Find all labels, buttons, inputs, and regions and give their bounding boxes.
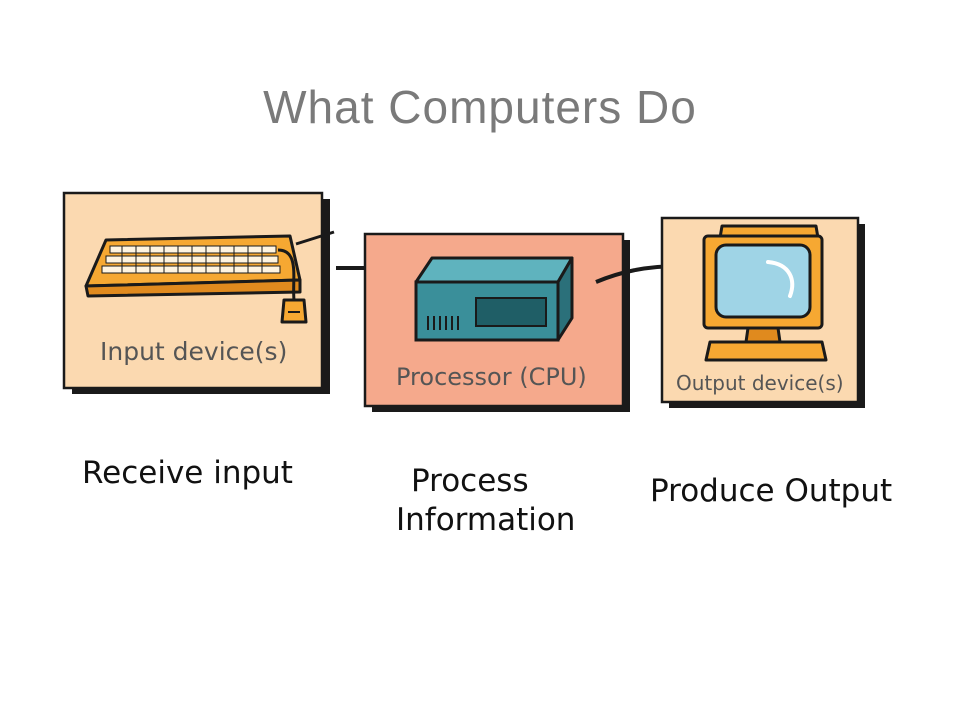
- caption-process-information: Process Information: [396, 462, 575, 540]
- computer-case-icon: [414, 256, 574, 342]
- processor-label: Processor (CPU): [396, 363, 587, 391]
- slide-title: What Computers Do: [263, 81, 697, 133]
- caption-process-line2: Information: [396, 501, 576, 538]
- keyboard-icon: [84, 234, 308, 324]
- output-device-label: Output device(s): [676, 371, 844, 395]
- caption-receive-input: Receive input: [82, 455, 293, 491]
- caption-process-line1: Process: [411, 463, 529, 499]
- input-device-label: Input device(s): [100, 337, 287, 366]
- caption-produce-output: Produce Output: [650, 473, 893, 509]
- monitor-icon: [702, 224, 828, 362]
